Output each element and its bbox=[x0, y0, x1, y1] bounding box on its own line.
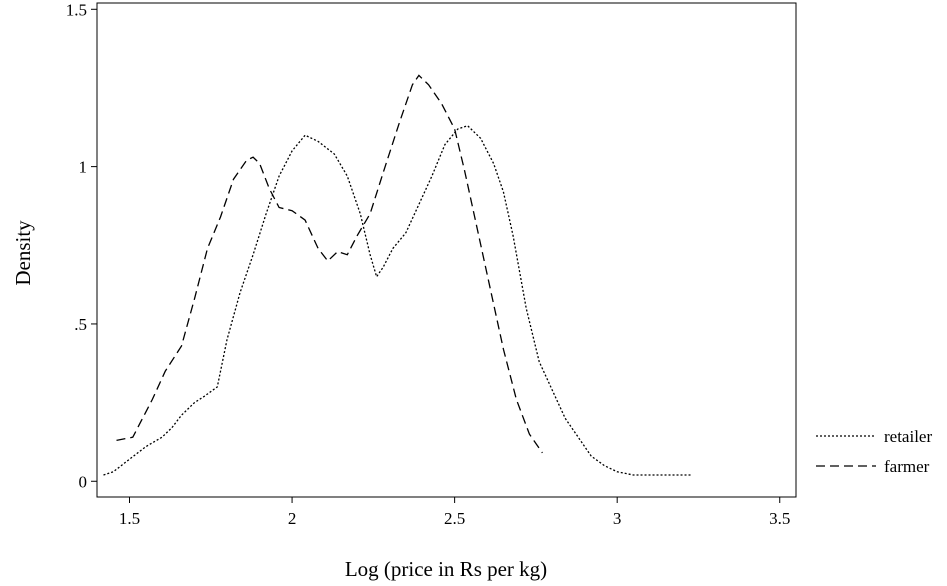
y-axis: 0 .5 1 1.5 bbox=[66, 0, 97, 491]
series-lines bbox=[103, 74, 692, 476]
x-axis-title: Log (price in Rs per kg) bbox=[345, 557, 547, 581]
x-tick-label: 2 bbox=[288, 509, 297, 528]
y-tick-label: 1 bbox=[79, 158, 88, 177]
legend-item-farmer: farmer bbox=[816, 457, 930, 476]
legend-item-retailer: retailer bbox=[816, 427, 932, 446]
plot-frame bbox=[96, 2, 797, 498]
y-axis-title: Density bbox=[11, 220, 35, 286]
x-axis: 1.5 2 2.5 3 3.5 bbox=[119, 497, 790, 528]
x-tick-label: 3.5 bbox=[769, 509, 790, 528]
legend-label-farmer: farmer bbox=[884, 457, 930, 476]
x-tick-label: 2.5 bbox=[444, 509, 465, 528]
series-line-retailer bbox=[103, 124, 692, 476]
y-tick-label: 0 bbox=[79, 472, 88, 491]
x-tick-label: 3 bbox=[613, 509, 622, 528]
y-tick-label: 1.5 bbox=[66, 0, 87, 19]
x-tick-label: 1.5 bbox=[119, 509, 140, 528]
legend-label-retailer: retailer bbox=[884, 427, 932, 446]
y-tick-label: .5 bbox=[74, 315, 87, 334]
series-line-farmer bbox=[116, 74, 543, 454]
legend: retailer farmer bbox=[816, 427, 932, 476]
